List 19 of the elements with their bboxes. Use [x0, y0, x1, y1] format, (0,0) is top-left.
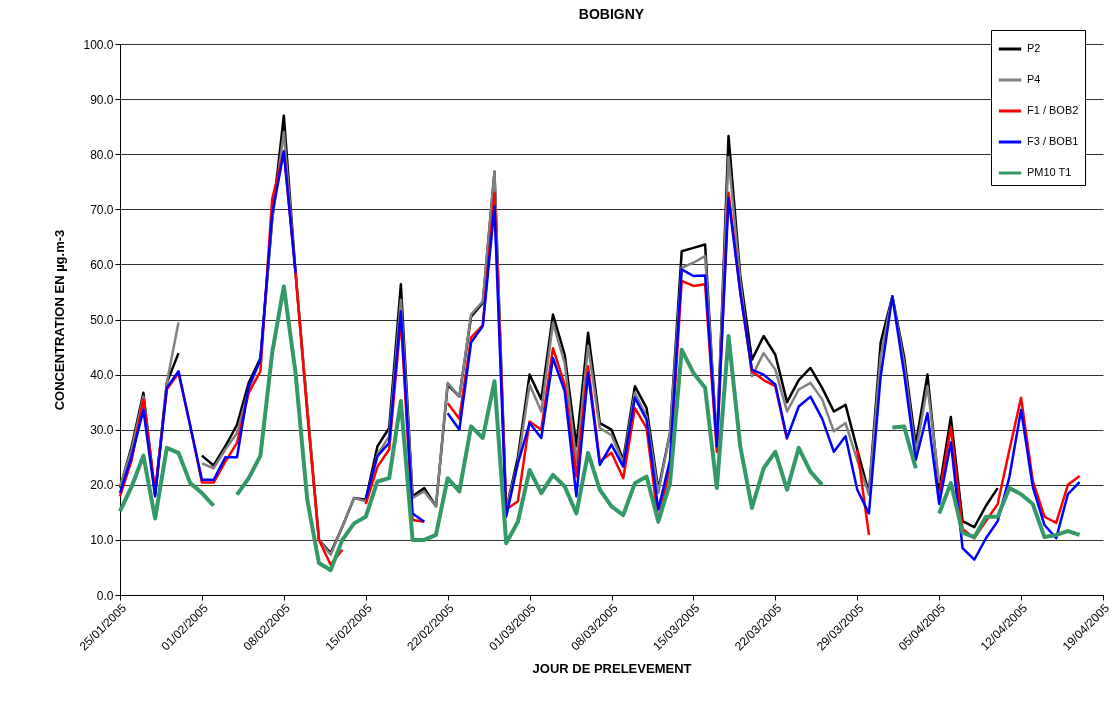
y-tick-label: 80.0	[90, 147, 114, 162]
legend-label: F3 / BOB1	[1027, 135, 1079, 147]
y-tick-label: 30.0	[90, 423, 114, 438]
y-tick-label: 60.0	[90, 257, 114, 272]
chart-title: BOBIGNY	[578, 5, 645, 22]
y-tick-label: 0.0	[96, 588, 114, 603]
y-tick-label: 10.0	[90, 533, 114, 548]
y-tick-label: 20.0	[90, 478, 114, 493]
legend-label: PM10 T1	[1027, 166, 1072, 178]
y-tick-label: 100.0	[83, 37, 114, 52]
y-tick-label: 50.0	[90, 313, 114, 327]
y-tick-label: 90.0	[90, 92, 114, 107]
legend-label: P4	[1027, 73, 1041, 85]
legend-label: P2	[1027, 42, 1041, 54]
y-tick-label: 40.0	[90, 368, 114, 383]
y-tick-label: 70.0	[90, 202, 114, 217]
legend-label: F1 / BOB2	[1027, 104, 1079, 116]
y-axis-title: CONCENTRATION EN µg.m-3	[52, 229, 68, 411]
x-axis-title: JOUR DE PRELEVEMENT	[532, 660, 692, 676]
